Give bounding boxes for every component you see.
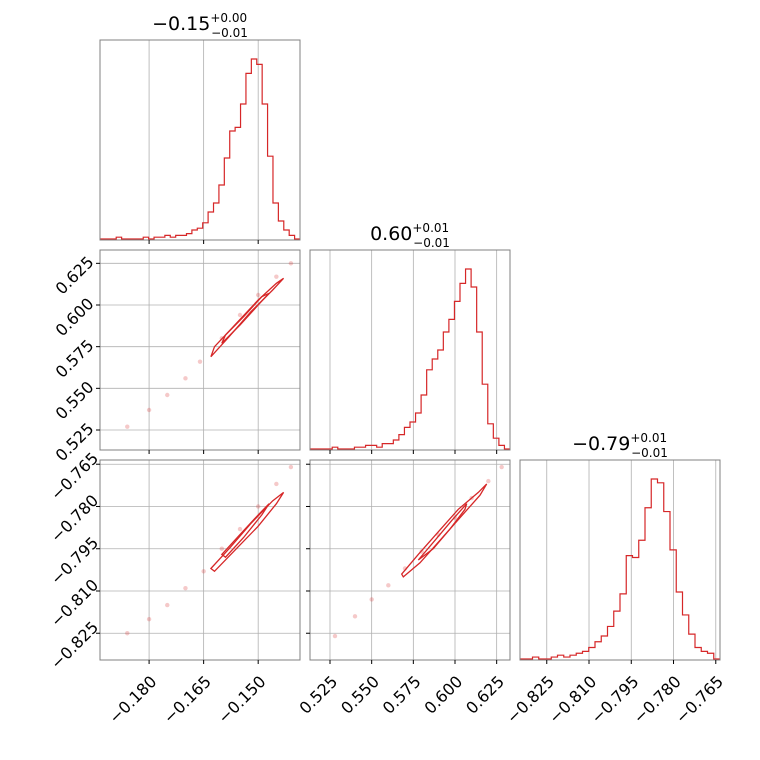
- sample-point-0-4: [197, 359, 203, 364]
- sample-point-2-10: [499, 464, 504, 470]
- y-tick-label-1-1: 0.550: [52, 377, 98, 423]
- sample-point-0-2: [165, 392, 170, 398]
- sample-point-2-0: [332, 633, 338, 639]
- pair-frame-0: [99, 249, 301, 451]
- sample-point-0-9: [288, 261, 294, 266]
- x-tick-label-0-0: −0.180: [105, 672, 160, 727]
- histogram-panel-0: −0.15+0.00 −0.01: [99, 11, 301, 244]
- contour-2-0: [400, 483, 488, 578]
- pair-frame-1: [99, 459, 301, 661]
- x-tick-label-1-2: 0.575: [379, 672, 425, 718]
- panel-frame-0: [99, 39, 301, 241]
- histogram-step-2: [520, 478, 720, 660]
- y-tick-label-1-3: 0.600: [52, 294, 98, 340]
- histogram-title-0: −0.15+0.00 −0.01: [152, 11, 248, 40]
- sample-point-2-1: [352, 614, 358, 619]
- contour-1-1: [220, 503, 270, 559]
- sample-point-1-4: [201, 569, 206, 574]
- histogram-title-2: −0.79+0.01 −0.01: [572, 431, 668, 460]
- sample-point-1-0: [125, 631, 130, 636]
- title-lower-error-0: −0.01: [211, 26, 248, 40]
- sample-point-2-3: [386, 583, 391, 588]
- y-tick-label-1-4: 0.625: [52, 252, 98, 298]
- contour-2-1: [417, 503, 468, 561]
- x-tick-label-1-1: 0.550: [337, 672, 383, 718]
- sample-point-2-9: [486, 478, 491, 484]
- x-tick-label-0-2: −0.150: [214, 672, 269, 727]
- sample-point-1-1: [146, 616, 152, 622]
- histogram-panel-2: −0.79+0.01 −0.01−0.825−0.810−0.795−0.780−…: [503, 431, 727, 727]
- pair-frame-2: [309, 459, 511, 661]
- histogram-step-1: [310, 268, 510, 450]
- title-upper-error-1: +0.01: [412, 221, 449, 235]
- title-median-2: −0.79: [572, 433, 630, 455]
- sample-point-0-0: [125, 424, 130, 429]
- title-lower-error-1: −0.01: [413, 236, 450, 250]
- scatter-panel-1: −0.180 −0.165 −0.150−0.825−0.810−0.795−0.7…: [47, 449, 301, 727]
- title-upper-error-2: +0.01: [630, 431, 667, 445]
- sample-point-0-1: [146, 407, 152, 413]
- sample-point-1-8: [274, 481, 279, 487]
- title-median-1: 0.60: [370, 223, 412, 245]
- title-lower-error-2: −0.01: [631, 446, 668, 460]
- sample-point-1-6: [237, 526, 243, 532]
- sample-point-1-5: [219, 546, 225, 551]
- title-upper-error-0: +0.00: [210, 11, 247, 25]
- title-median-0: −0.15: [152, 13, 210, 35]
- sample-point-1-9: [288, 464, 294, 470]
- histogram-step-0: [100, 58, 300, 240]
- x-tick-label-2-4: −0.765: [672, 672, 727, 727]
- sample-point-0-3: [183, 376, 188, 381]
- sample-point-2-2: [369, 597, 374, 602]
- histogram-panel-1: 0.60+0.01 −0.01: [309, 221, 511, 454]
- sample-point-1-7: [255, 504, 261, 509]
- sample-point-0-7: [255, 292, 261, 298]
- x-tick-label-0-1: −0.165: [160, 672, 215, 727]
- y-tick-label-1-2: 0.575: [52, 336, 98, 382]
- histogram-title-1: 0.60+0.01 −0.01: [370, 221, 450, 250]
- x-tick-label-1-4: 0.625: [462, 672, 508, 718]
- y-tick-label-2-4: −0.765: [47, 449, 102, 504]
- panel-frame-1: [309, 249, 511, 451]
- contour-1-0: [209, 491, 285, 573]
- sample-point-0-6: [237, 312, 243, 318]
- sample-point-1-3: [183, 585, 188, 591]
- panel-frame-2: [519, 459, 721, 661]
- sample-point-0-8: [274, 274, 279, 279]
- x-tick-label-1-3: 0.600: [420, 672, 466, 718]
- sample-point-1-2: [165, 602, 170, 608]
- contour-0-1: [221, 292, 270, 344]
- x-tick-label-1-0: 0.525: [295, 672, 341, 718]
